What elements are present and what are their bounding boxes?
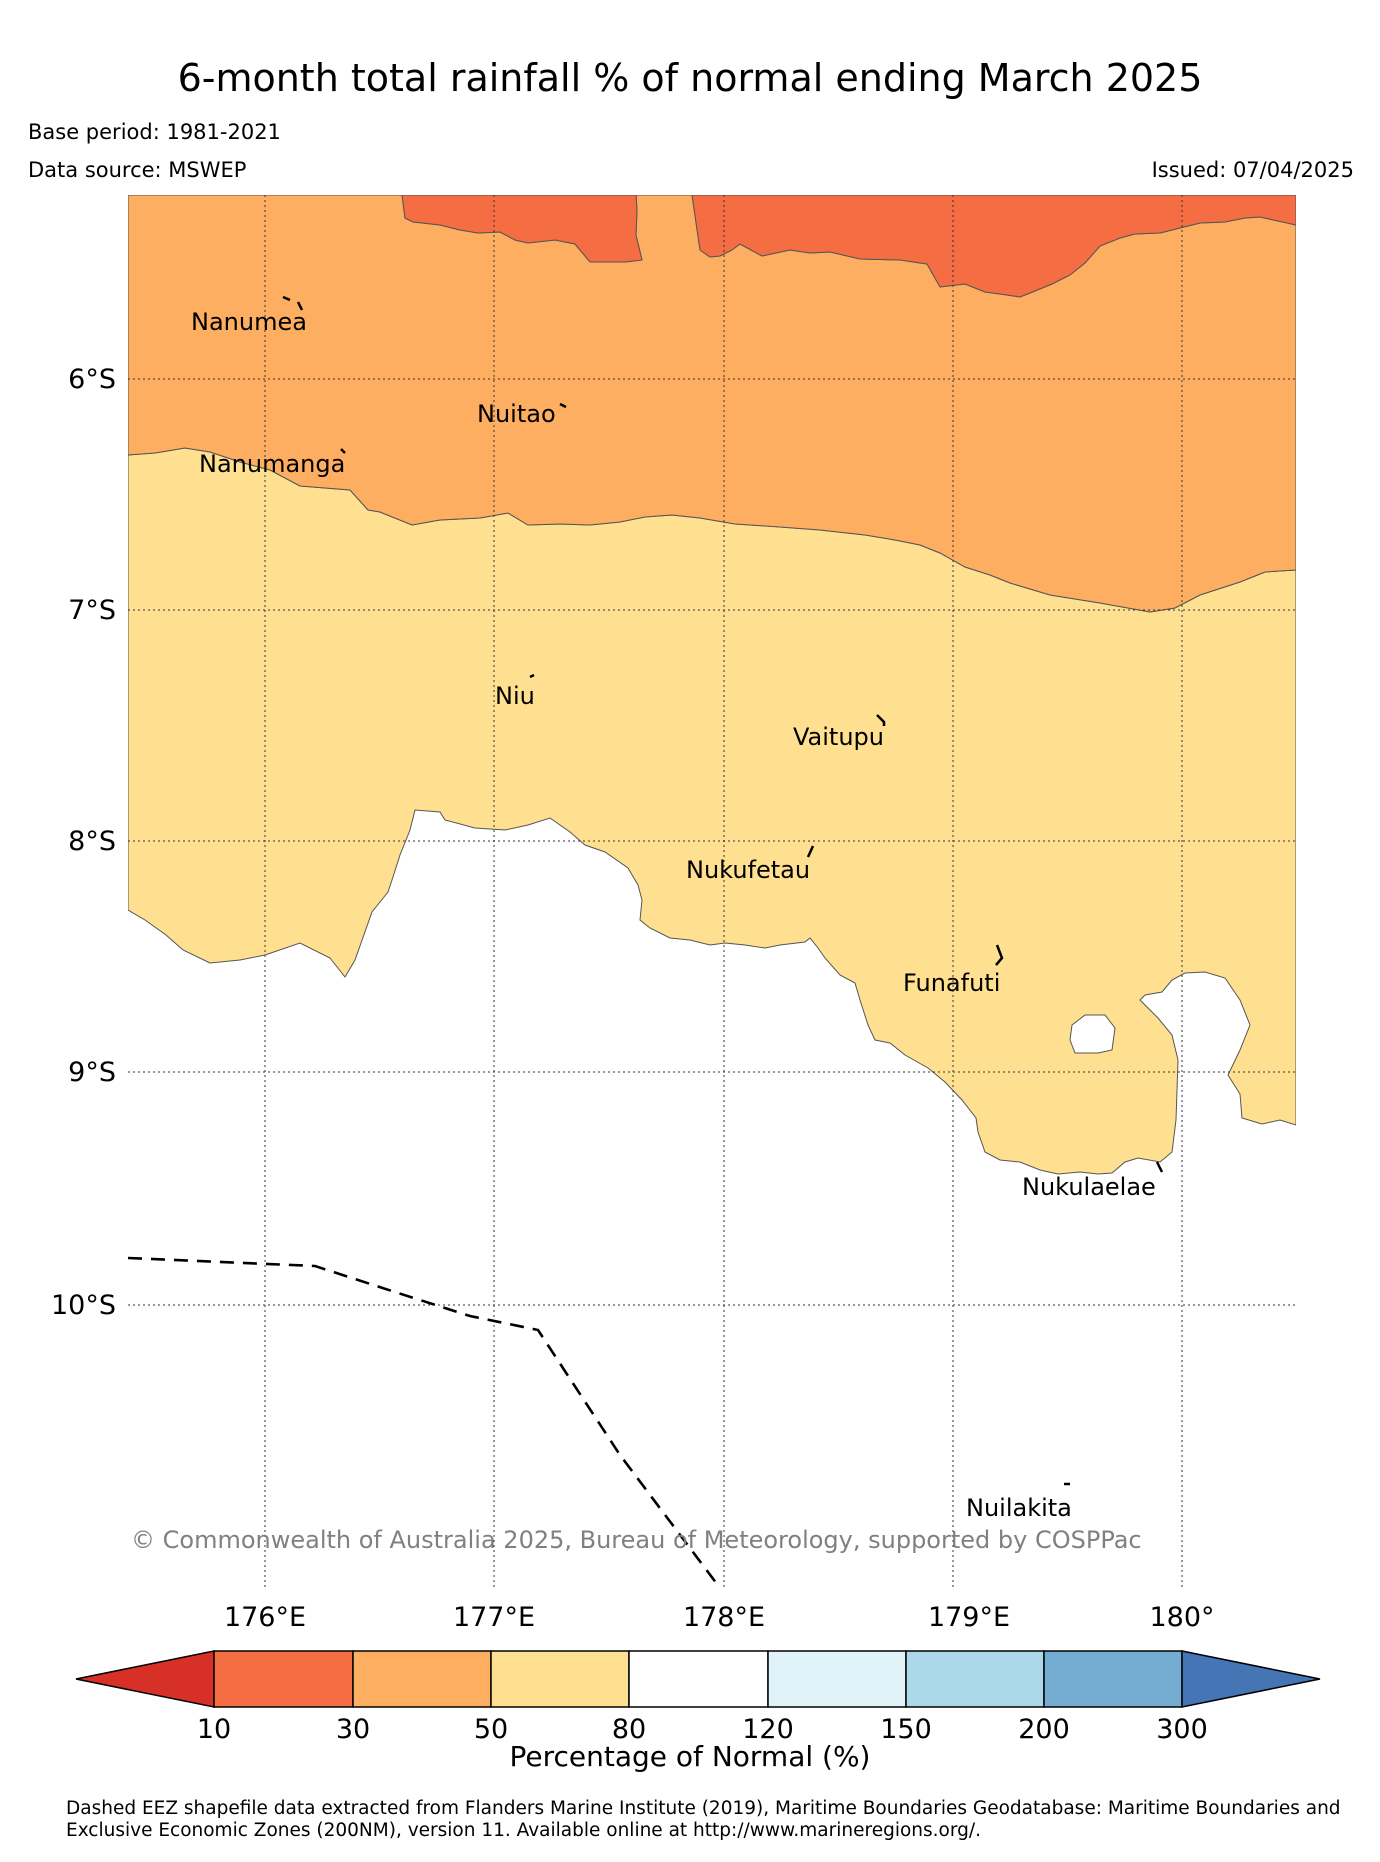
region-10-30-east	[691, 195, 1296, 298]
colorbar-tick-150: 150	[880, 1714, 932, 1745]
footnote: Dashed EEZ shapefile data extracted from…	[66, 1798, 1341, 1841]
latitude-labels: 6°S 7°S 8°S 9°S 10°S	[51, 364, 116, 1321]
colorbar-segment-200-300	[1043, 1650, 1183, 1708]
region-10-30-west	[401, 195, 643, 263]
lon-label-177e: 177°E	[453, 1602, 535, 1633]
lon-label-179e: 179°E	[928, 1602, 1010, 1633]
lat-label-6s: 6°S	[68, 364, 116, 395]
nukufetau-island-shape	[806, 845, 815, 858]
colorbar-segment-80-120	[628, 1650, 769, 1708]
niu-island-shape	[529, 673, 535, 679]
colorbar-tick-80: 80	[612, 1714, 646, 1745]
nukulaelae-island-shape	[1155, 1161, 1164, 1173]
colorbar-tick-50: 50	[474, 1714, 508, 1745]
funafuti-island-shape	[995, 944, 1004, 966]
colorbar-tick-300: 300	[1156, 1714, 1208, 1745]
vaitupu-island-shape	[876, 714, 886, 726]
lon-label-178e: 178°E	[683, 1602, 765, 1633]
issued-date: Issued: 07/04/2025	[1151, 158, 1354, 182]
island-label-nuilakita: Nuilakita	[966, 1494, 1072, 1522]
colorbar-tick-10: 10	[197, 1714, 231, 1745]
eez-boundary	[128, 1256, 722, 1588]
lat-label-8s: 8°S	[68, 826, 116, 857]
colorbar-segment-50-80	[490, 1650, 630, 1708]
colorbar-tick-200: 200	[1018, 1714, 1070, 1745]
island-shapes	[282, 295, 1164, 1486]
lat-label-10s: 10°S	[51, 1290, 116, 1321]
colorbar-extend-high	[1181, 1650, 1321, 1708]
base-period: Base period: 1981-2021	[28, 120, 281, 144]
island-label-nuitao: Nuitao	[477, 400, 556, 428]
grid-lines	[128, 195, 1296, 1588]
island-label-niu: Niu	[495, 682, 535, 710]
colorbar-extend-low	[75, 1650, 215, 1708]
map-title: 6-month total rainfall % of normal endin…	[177, 56, 1203, 100]
colorbar-segment-120-150	[767, 1650, 907, 1708]
data-source: Data source: MSWEP	[28, 158, 247, 182]
lon-label-180: 180°	[1149, 1602, 1214, 1633]
lat-label-7s: 7°S	[68, 595, 116, 626]
island-labels: Nanumea Nuitao Nanumanga Niu Vaitupu Nuk…	[191, 308, 1156, 1522]
colorbar-tick-30: 30	[336, 1714, 370, 1745]
nanumea-island-shape	[282, 295, 304, 311]
map-area	[128, 195, 1296, 1588]
island-label-vaitupu: Vaitupu	[793, 723, 884, 751]
lon-label-176e: 176°E	[224, 1602, 306, 1633]
colorbar-tick-120: 120	[742, 1714, 794, 1745]
longitude-labels: 176°E 177°E 178°E 179°E 180°	[224, 1602, 1215, 1633]
colorbar	[75, 1650, 1321, 1708]
colorbar-label: Percentage of Normal (%)	[509, 1740, 871, 1773]
nuitao-island-shape	[559, 402, 567, 409]
island-label-nanumea: Nanumea	[191, 308, 307, 336]
nanumanga-island-shape	[340, 448, 346, 454]
island-label-funafuti: Funafuti	[903, 969, 1000, 997]
colorbar-segment-30-50	[352, 1650, 492, 1708]
colorbar-ticks: 10 30 50 80 120 150 200 300	[197, 1714, 1208, 1745]
island-label-nukulaelae: Nukulaelae	[1022, 1173, 1156, 1201]
lat-label-9s: 9°S	[68, 1057, 116, 1088]
copyright-notice: © Commonwealth of Australia 2025, Bureau…	[131, 1526, 1142, 1554]
region-80-120-hole	[1069, 1014, 1116, 1054]
colorbar-segment-10-30	[213, 1650, 354, 1708]
island-label-nanumanga: Nanumanga	[199, 450, 345, 478]
colorbar-segment-150-200	[905, 1650, 1045, 1708]
island-label-nukufetau: Nukufetau	[686, 856, 810, 884]
